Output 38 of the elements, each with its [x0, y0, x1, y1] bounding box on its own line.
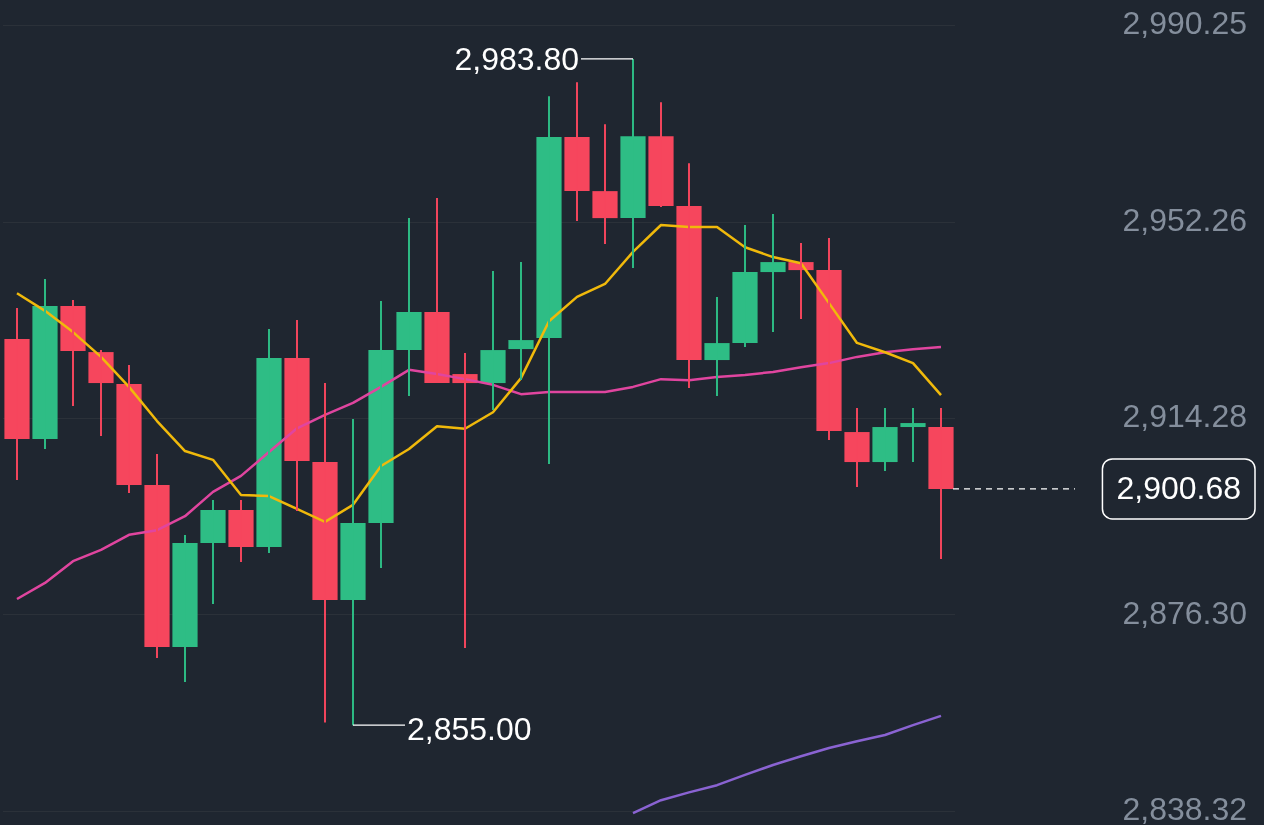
candlestick: [648, 102, 674, 208]
candlestick: [172, 535, 198, 682]
candlestick: [144, 454, 170, 658]
annotation: 2,855.00: [407, 711, 532, 747]
y-tick-label: 2,952.26: [1122, 201, 1247, 238]
candlestick: [256, 329, 282, 553]
candlestick: [564, 82, 590, 222]
y-tick-label: 2,914.28: [1122, 398, 1247, 435]
candlestick: [396, 218, 422, 397]
candlestick: [900, 408, 926, 463]
candlestick: [872, 408, 898, 472]
candlestick: [592, 124, 618, 245]
candlestick: [620, 58, 646, 269]
candlestick: [424, 198, 450, 384]
candlestick: [116, 365, 142, 494]
y-tick-label: 2,838.32: [1122, 791, 1247, 825]
candlestick: [32, 279, 58, 450]
candlestick: [284, 320, 310, 512]
candlestick: [480, 271, 506, 411]
y-tick-label: 2,990.25: [1122, 5, 1247, 42]
y-tick-label: 2,876.30: [1122, 594, 1247, 631]
candlestick: [732, 225, 758, 348]
candlestick: [340, 419, 366, 726]
candlestick: [536, 96, 562, 465]
annotation: 2,983.80: [454, 40, 579, 77]
candlestick: [760, 214, 786, 333]
candlestick: [368, 301, 394, 569]
candlestick: [704, 297, 730, 397]
candlestick: [4, 308, 30, 481]
candlestick: [928, 408, 954, 560]
candlestick: [676, 163, 702, 389]
candlestick: [200, 500, 226, 604]
candlestick: [844, 408, 870, 488]
candlestick: [228, 500, 254, 563]
candlestick: [312, 383, 338, 723]
candlestick: [508, 262, 534, 381]
candlestick: [816, 238, 842, 441]
ref-line-label: 2,900.68: [1116, 469, 1241, 506]
